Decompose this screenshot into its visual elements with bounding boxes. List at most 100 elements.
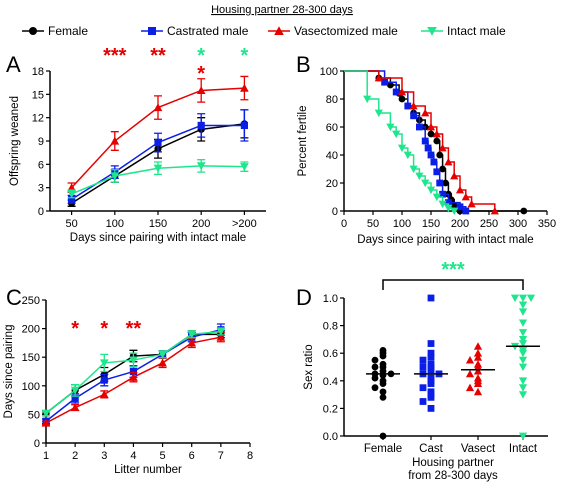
legend-marker — [148, 27, 156, 35]
legend-item: Castrated male — [141, 24, 249, 38]
x-tick-label: 4 — [130, 450, 136, 462]
panel-label-a: A — [6, 52, 21, 77]
chart-panel-c: 0 50 100 150 200 250 1 2 3 4 5 6 7 8 Litter number Days… — [3, 295, 253, 476]
x-axis-label: from 28-300 days — [408, 470, 498, 482]
legend: Female Castrated male Vasectomized male Int… — [22, 24, 506, 38]
y-tick-label: 0.2 — [323, 403, 338, 415]
y-tick-label: 3 — [38, 183, 44, 195]
data-point — [473, 362, 483, 371]
chart-panel-a: 0 3 6 9 12 15 18 50 100 150 200 >200 Days since pair… — [9, 45, 266, 244]
x-tick-label: 0 — [341, 218, 347, 230]
data-point — [444, 157, 453, 166]
data-point — [129, 356, 138, 365]
x-tick-label: Vasect — [461, 443, 496, 455]
data-point — [99, 359, 109, 368]
legend-marker — [427, 27, 437, 36]
y-tick-label: 250 — [22, 295, 40, 307]
data-point — [424, 144, 432, 152]
data-point — [381, 78, 388, 86]
data-point — [510, 294, 520, 303]
data-point — [427, 294, 435, 302]
data-point — [216, 327, 226, 336]
x-tick-label: 7 — [218, 450, 224, 462]
legend-item: Intact male — [421, 24, 506, 38]
data-point — [436, 179, 444, 187]
data-point — [465, 369, 475, 378]
data-point — [427, 130, 435, 138]
x-tick-label: 1 — [43, 450, 49, 462]
y-tick-label: 40 — [326, 150, 338, 162]
y-tick-label: 80 — [326, 94, 338, 106]
legend-label: Intact male — [447, 24, 506, 38]
significance-mark: * — [197, 63, 205, 85]
data-point — [158, 358, 167, 367]
data-point — [427, 349, 435, 357]
legend-label: Female — [48, 24, 88, 38]
series-triangle-up — [67, 75, 249, 193]
data-point — [526, 294, 536, 303]
data-point — [518, 363, 528, 372]
data-point — [438, 200, 447, 209]
data-point — [427, 393, 435, 401]
data-point — [419, 363, 427, 371]
data-point — [379, 380, 387, 387]
data-point — [430, 158, 438, 166]
x-tick-label: 6 — [189, 450, 195, 462]
y-tick-label: 6 — [38, 159, 44, 171]
data-point — [187, 338, 197, 347]
data-point — [379, 432, 387, 440]
data-point — [473, 353, 483, 361]
series-circle — [366, 347, 400, 440]
data-point — [518, 349, 528, 358]
data-point — [68, 195, 76, 203]
legend-item: Vasectomized male — [268, 24, 398, 38]
x-axis-label: Days since pairing with intact male — [70, 232, 246, 244]
x-tick-label: Female — [364, 443, 402, 455]
data-point — [41, 418, 51, 427]
data-point — [71, 394, 79, 402]
data-point — [371, 384, 379, 392]
y-tick-label: 0 — [38, 206, 44, 218]
y-tick-label: 0 — [34, 438, 40, 450]
x-tick-label: 2 — [72, 450, 78, 462]
data-point — [450, 171, 459, 180]
significance-mark: ** — [126, 318, 142, 340]
data-point — [433, 137, 441, 145]
x-axis-label: Litter number — [114, 464, 182, 476]
data-point — [371, 363, 379, 371]
x-tick-label: 5 — [160, 450, 166, 462]
legend-item: Female — [22, 24, 88, 38]
data-point — [473, 349, 483, 357]
data-point — [154, 138, 162, 147]
data-point — [518, 356, 528, 365]
data-point — [379, 388, 387, 396]
significance-mark: * — [100, 318, 108, 340]
x-tick-label: 100 — [106, 218, 124, 230]
data-point — [444, 204, 453, 213]
series-circle — [344, 70, 528, 215]
data-point — [518, 336, 528, 344]
data-point — [416, 123, 423, 131]
x-tick-label: >200 — [232, 218, 257, 230]
data-point — [196, 162, 206, 171]
y-axis-label: Percent fertile — [297, 106, 309, 177]
significance-mark: * — [241, 45, 249, 67]
significance-bracket — [382, 279, 524, 290]
data-point — [518, 301, 528, 309]
panel-label-c: C — [6, 285, 22, 310]
y-tick-label: 18 — [32, 66, 44, 78]
data-point — [100, 376, 108, 384]
data-point — [110, 172, 120, 181]
x-tick-label: 100 — [393, 218, 411, 230]
significance-mark: ** — [150, 45, 166, 67]
significance-mark: *** — [441, 259, 465, 281]
y-tick-label: 1.0 — [323, 293, 338, 305]
data-point — [450, 202, 458, 209]
y-tick-label: 0.8 — [323, 321, 338, 333]
x-tick-label: 150 — [422, 218, 440, 230]
y-axis-label: Offspring weaned — [9, 96, 21, 186]
data-point — [187, 330, 197, 339]
data-point — [363, 95, 372, 104]
data-point — [445, 199, 452, 206]
y-tick-label: 9 — [38, 136, 44, 148]
